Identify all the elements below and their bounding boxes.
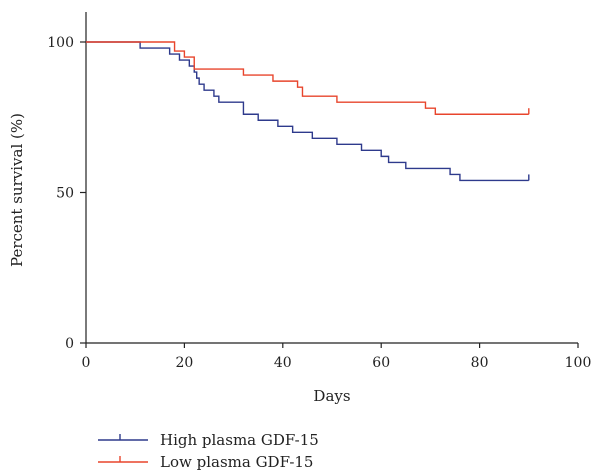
x-tick-label: 0 — [82, 355, 91, 371]
series-layer — [86, 41, 530, 182]
legend-item-low: Low plasma GDF-15 — [98, 453, 313, 471]
legend-item-high: High plasma GDF-15 — [98, 431, 319, 449]
y-tick-label: 50 — [56, 186, 74, 202]
x-axis-title: Days — [313, 387, 350, 405]
legend-label-high: High plasma GDF-15 — [160, 431, 319, 449]
y-axis-title: Percent survival (%) — [8, 113, 26, 267]
ticks: 0 20 40 60 80 100 0 50 100 — [47, 35, 591, 371]
axes — [85, 12, 578, 344]
series-line-low — [86, 41, 529, 115]
legend: High plasma GDF-15 Low plasma GDF-15 — [98, 431, 319, 471]
x-tick-label: 100 — [565, 355, 592, 371]
y-tick-label: 0 — [65, 336, 74, 352]
x-tick-label: 40 — [274, 355, 292, 371]
x-tick-label: 60 — [372, 355, 390, 371]
x-tick-label: 80 — [471, 355, 489, 371]
x-tick-label: 20 — [175, 355, 193, 371]
series-line-high — [86, 41, 529, 182]
legend-label-low: Low plasma GDF-15 — [160, 453, 313, 471]
y-tick-label: 100 — [47, 35, 74, 51]
